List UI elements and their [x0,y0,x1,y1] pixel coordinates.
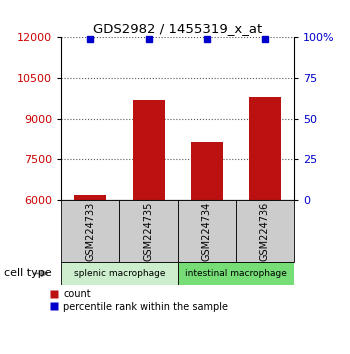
Text: GSM224733: GSM224733 [85,201,95,261]
Text: GSM224735: GSM224735 [144,201,154,261]
Bar [119,200,177,262]
Bar [74,195,106,200]
Bar [177,262,294,285]
Bar [249,97,281,200]
Text: splenic macrophage: splenic macrophage [74,269,165,278]
Text: intestinal macrophage: intestinal macrophage [185,269,287,278]
Bar [191,142,223,200]
Text: cell type: cell type [4,268,51,279]
Text: GSM224736: GSM224736 [260,201,270,261]
Bar [236,200,294,262]
Title: GDS2982 / 1455319_x_at: GDS2982 / 1455319_x_at [93,22,262,35]
Text: GSM224734: GSM224734 [202,201,212,261]
Legend: count, percentile rank within the sample: count, percentile rank within the sample [50,289,228,312]
Bar [61,200,119,262]
Bar [133,99,164,200]
Bar [177,200,236,262]
Bar [61,262,177,285]
